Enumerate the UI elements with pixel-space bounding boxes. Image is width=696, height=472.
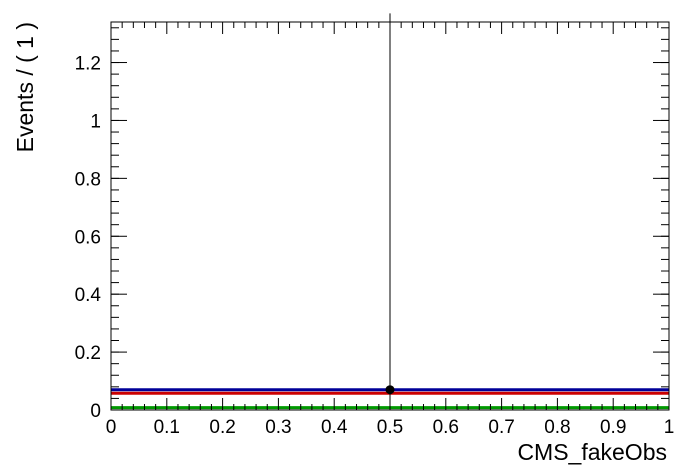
x-tick-label-5: 0.5 xyxy=(377,417,403,438)
x-tick-label-1: 0.1 xyxy=(154,417,180,438)
x-tick-label-2: 0.2 xyxy=(209,417,235,438)
x-tick-label-8: 0.8 xyxy=(544,417,570,438)
y-tick-label-5: 1 xyxy=(90,111,101,132)
x-tick-label-7: 0.7 xyxy=(488,417,514,438)
data-point-0 xyxy=(385,385,395,395)
y-tick-label-2: 0.4 xyxy=(75,285,102,306)
ticks-layer xyxy=(110,22,670,411)
y-tick-label-0: 0 xyxy=(90,401,101,422)
x-tick-labels: 0 0.1 0.2 0.3 0.4 0.5 0.6 0.7 0.8 0.9 1 xyxy=(106,417,675,438)
points-layer xyxy=(385,385,395,395)
x-tick-label-9: 0.9 xyxy=(600,417,626,438)
x-axis-title: CMS_fakeObs xyxy=(517,439,667,465)
x-tick-label-10: 1 xyxy=(664,417,675,438)
x-tick-label-6: 0.6 xyxy=(433,417,459,438)
x-tick-label-4: 0.4 xyxy=(321,417,348,438)
y-tick-label-4: 0.8 xyxy=(75,169,101,190)
y-tick-label-1: 0.2 xyxy=(75,343,101,364)
y-tick-labels: 0 0.2 0.4 0.6 0.8 1 1.2 xyxy=(75,54,102,422)
x-tick-label-0: 0 xyxy=(106,417,117,438)
y-tick-label-3: 0.6 xyxy=(75,227,101,248)
y-axis-title: Events / ( 1 ) xyxy=(12,22,38,152)
x-tick-label-3: 0.3 xyxy=(265,417,291,438)
y-tick-label-6: 1.2 xyxy=(75,54,101,75)
